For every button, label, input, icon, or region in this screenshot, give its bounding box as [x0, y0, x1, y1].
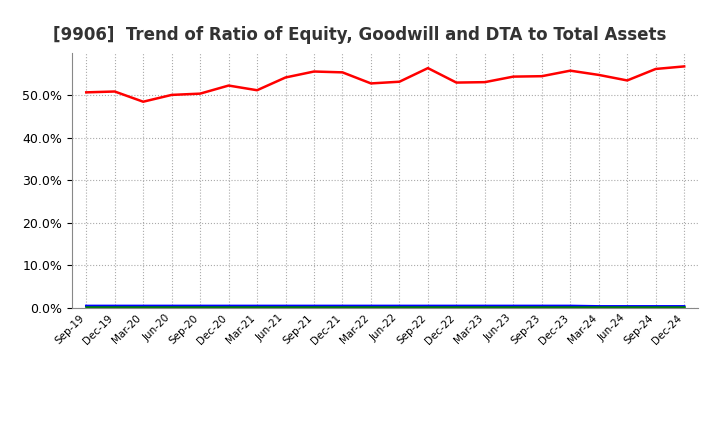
Deferred Tax Assets	[566, 304, 575, 309]
Goodwill	[480, 303, 489, 308]
Equity	[395, 79, 404, 84]
Equity	[167, 92, 176, 98]
Deferred Tax Assets	[366, 304, 375, 309]
Equity	[566, 68, 575, 73]
Goodwill	[652, 304, 660, 309]
Goodwill	[680, 304, 688, 309]
Deferred Tax Assets	[480, 304, 489, 309]
Deferred Tax Assets	[423, 304, 432, 309]
Deferred Tax Assets	[310, 304, 318, 309]
Goodwill	[366, 303, 375, 308]
Equity	[680, 64, 688, 69]
Equity	[310, 69, 318, 74]
Equity	[537, 73, 546, 79]
Goodwill	[595, 304, 603, 309]
Deferred Tax Assets	[225, 304, 233, 309]
Goodwill	[509, 303, 518, 308]
Equity	[82, 90, 91, 95]
Goodwill	[566, 303, 575, 308]
Goodwill	[452, 303, 461, 308]
Equity	[509, 74, 518, 79]
Text: [9906]  Trend of Ratio of Equity, Goodwill and DTA to Total Assets: [9906] Trend of Ratio of Equity, Goodwil…	[53, 26, 667, 44]
Goodwill	[537, 303, 546, 308]
Deferred Tax Assets	[196, 304, 204, 309]
Deferred Tax Assets	[82, 304, 91, 309]
Deferred Tax Assets	[652, 304, 660, 309]
Deferred Tax Assets	[452, 304, 461, 309]
Goodwill	[310, 303, 318, 308]
Goodwill	[282, 303, 290, 308]
Goodwill	[225, 303, 233, 308]
Goodwill	[253, 303, 261, 308]
Equity	[366, 81, 375, 86]
Equity	[595, 72, 603, 77]
Goodwill	[196, 303, 204, 308]
Deferred Tax Assets	[623, 304, 631, 309]
Deferred Tax Assets	[110, 304, 119, 309]
Deferred Tax Assets	[537, 304, 546, 309]
Equity	[282, 75, 290, 80]
Equity	[196, 91, 204, 96]
Deferred Tax Assets	[509, 304, 518, 309]
Goodwill	[139, 303, 148, 308]
Deferred Tax Assets	[338, 304, 347, 309]
Line: Equity: Equity	[86, 66, 684, 102]
Deferred Tax Assets	[282, 304, 290, 309]
Equity	[253, 88, 261, 93]
Deferred Tax Assets	[139, 304, 148, 309]
Goodwill	[338, 303, 347, 308]
Equity	[423, 66, 432, 71]
Equity	[652, 66, 660, 72]
Equity	[110, 89, 119, 94]
Deferred Tax Assets	[595, 304, 603, 309]
Equity	[139, 99, 148, 104]
Equity	[623, 78, 631, 83]
Goodwill	[82, 303, 91, 308]
Equity	[452, 80, 461, 85]
Deferred Tax Assets	[680, 304, 688, 309]
Deferred Tax Assets	[395, 304, 404, 309]
Goodwill	[623, 304, 631, 309]
Goodwill	[423, 303, 432, 308]
Goodwill	[110, 303, 119, 308]
Goodwill	[167, 303, 176, 308]
Goodwill	[395, 303, 404, 308]
Deferred Tax Assets	[167, 304, 176, 309]
Deferred Tax Assets	[253, 304, 261, 309]
Equity	[480, 80, 489, 85]
Equity	[338, 70, 347, 75]
Equity	[225, 83, 233, 88]
